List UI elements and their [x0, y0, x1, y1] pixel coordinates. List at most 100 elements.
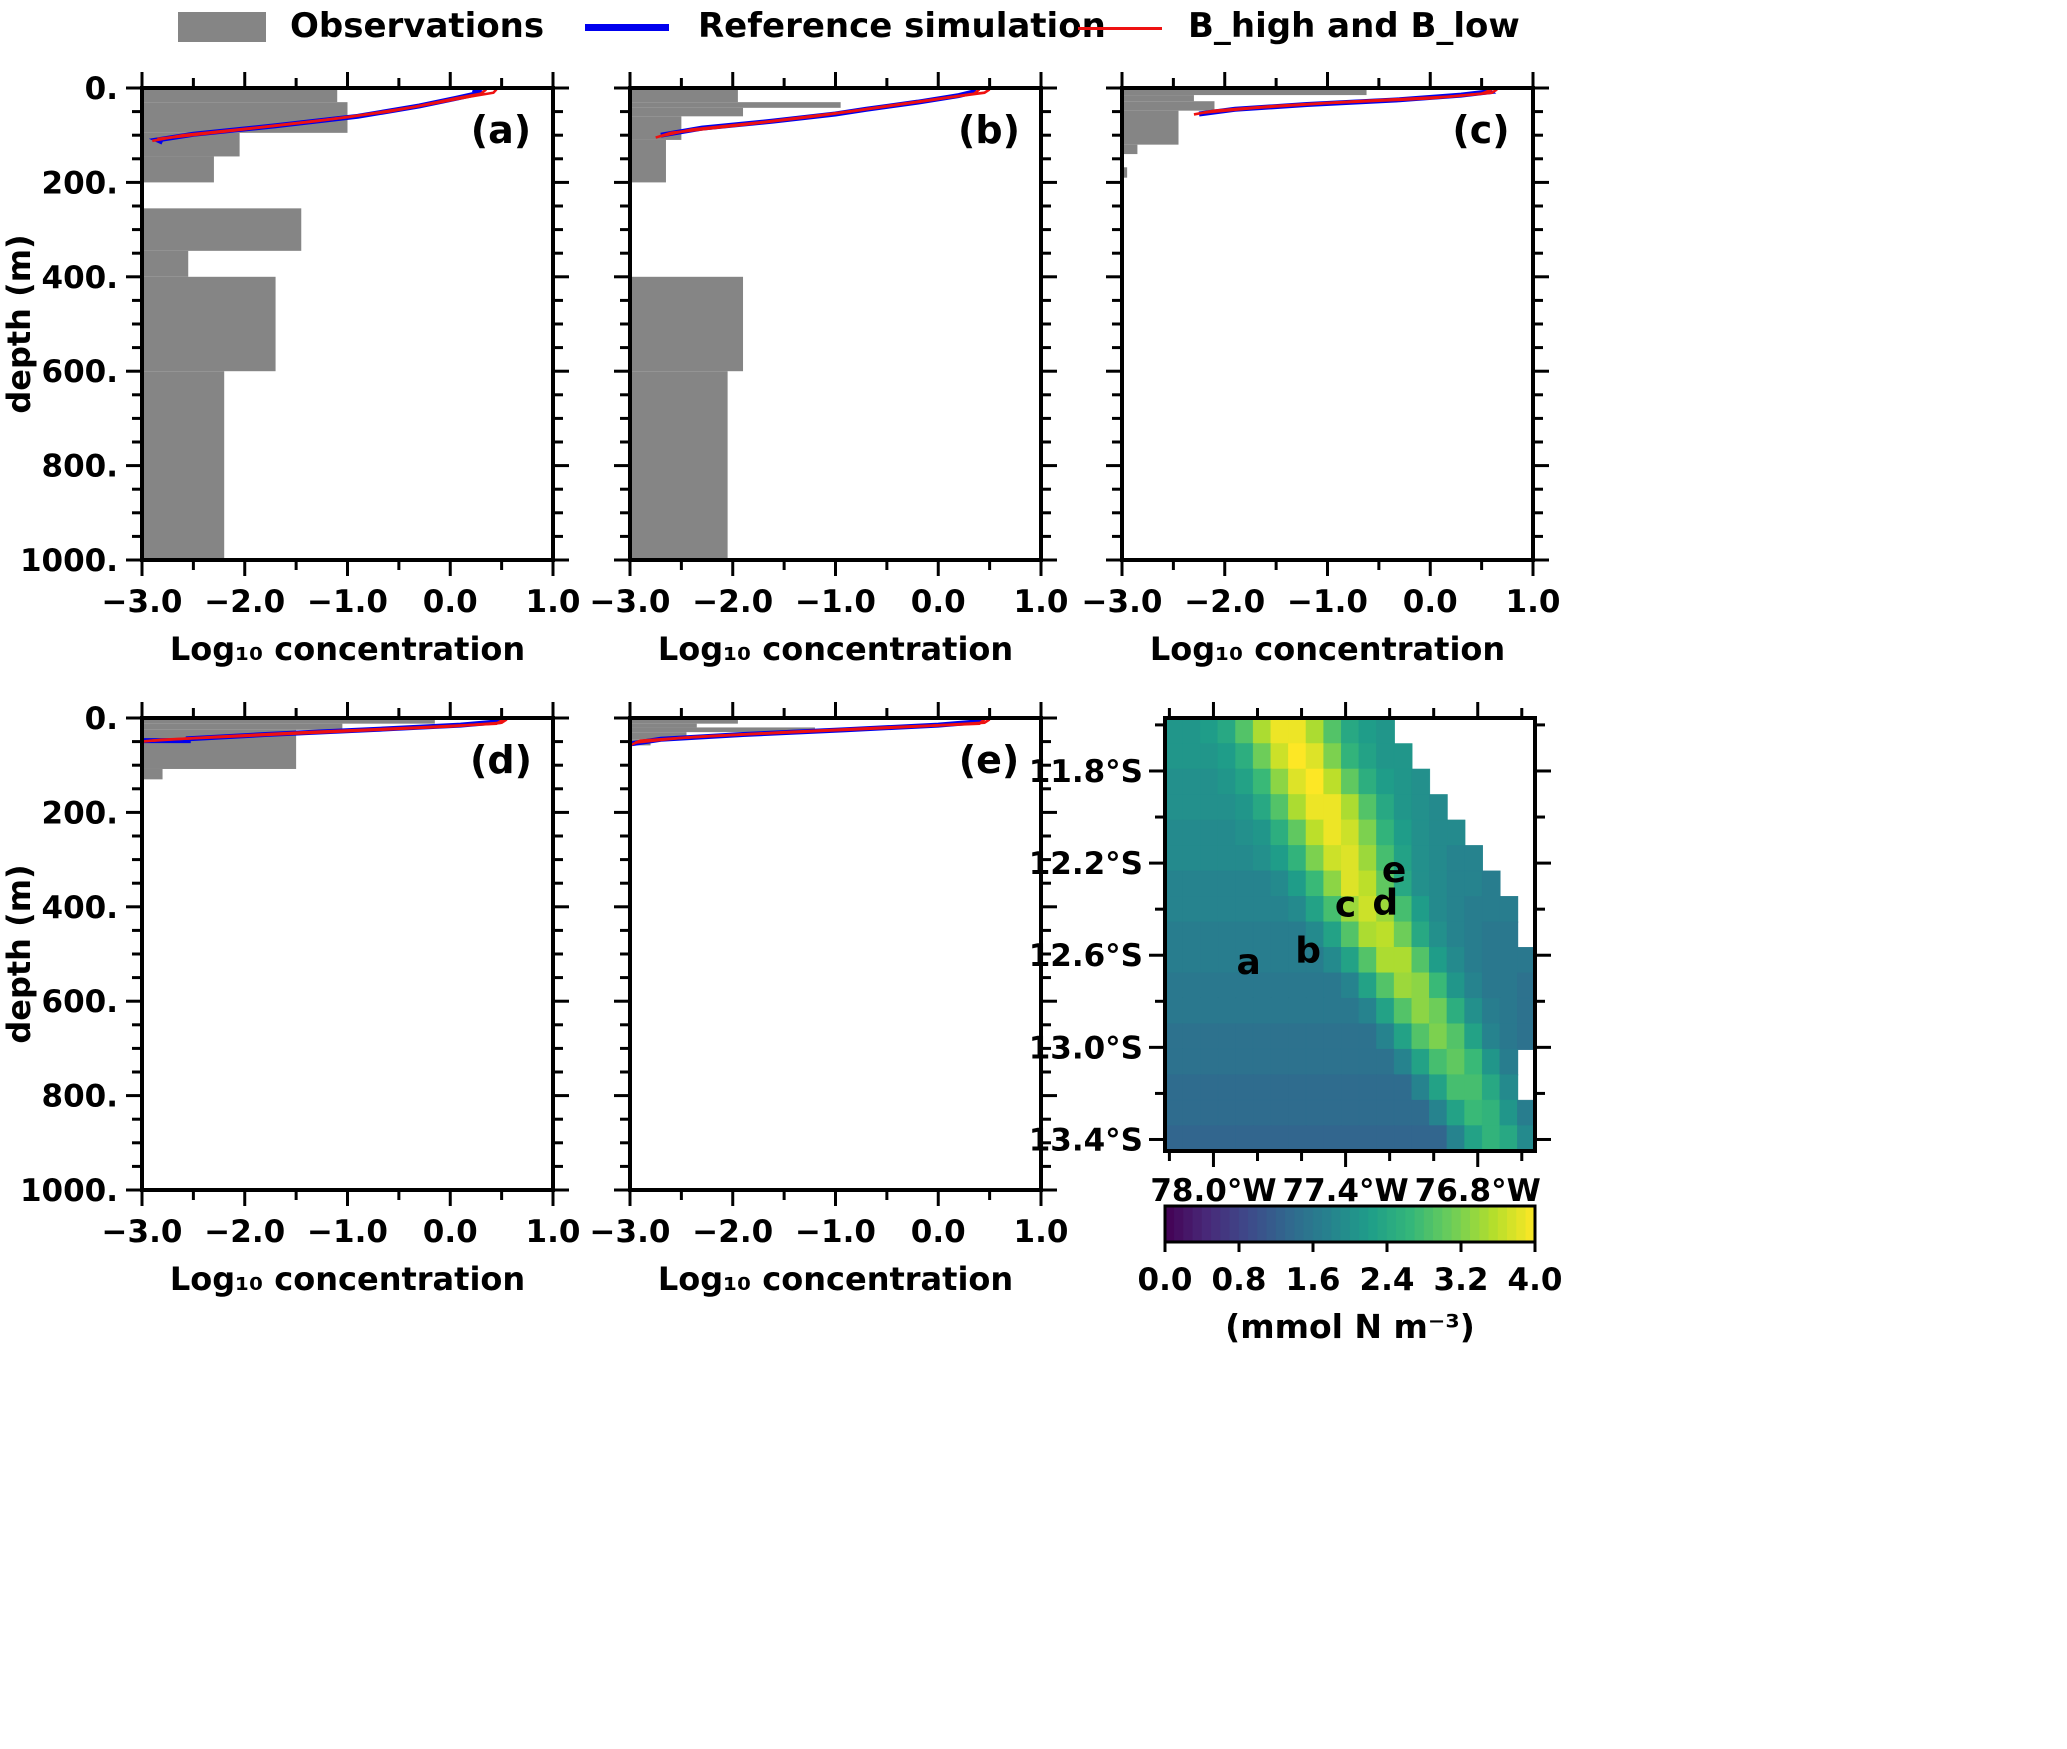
- x-axis-title: Log₁₀ concentration: [658, 630, 1013, 668]
- observation-bars: [1122, 88, 1367, 178]
- reference-line-swatch: [585, 24, 669, 31]
- y-axis-title: depth (m): [0, 234, 38, 413]
- y-tick-label: 600.: [42, 354, 119, 390]
- map-station-letter-e: e: [1382, 850, 1406, 891]
- heatmap-cells: [1164, 717, 1536, 1152]
- y-tick-label: 800.: [42, 1079, 119, 1115]
- colorbar-tick-label: 0.0: [1138, 1262, 1193, 1298]
- colorbar-tick-label: 0.8: [1212, 1262, 1267, 1298]
- panel-letter: (b): [958, 108, 1020, 152]
- x-tick-label: −2.0: [692, 1214, 773, 1250]
- x-tick-label: −2.0: [1184, 584, 1265, 620]
- b-low-line: [635, 718, 986, 744]
- observation-bars: [630, 88, 841, 560]
- x-tick-label: −1.0: [307, 1214, 388, 1250]
- y-tick-label: 200.: [42, 795, 119, 831]
- x-tick-label: −1.0: [795, 584, 876, 620]
- panel-letter: (c): [1452, 108, 1509, 152]
- x-tick-label: −2.0: [204, 584, 285, 620]
- map-station-letter-c: c: [1335, 885, 1356, 926]
- x-tick-label: −3.0: [1082, 584, 1163, 620]
- tick-marks: [126, 72, 569, 576]
- legend-observations-label: Observations: [290, 6, 545, 46]
- x-tick-label: 0.0: [911, 584, 966, 620]
- x-axis-title: Log₁₀ concentration: [658, 1260, 1013, 1298]
- y-tick-label: 200.: [42, 165, 119, 201]
- lat-tick-label: 12.2°S: [1029, 846, 1143, 882]
- observation-bars: [142, 88, 348, 560]
- lon-tick-label: 77.4°W: [1283, 1173, 1409, 1209]
- tick-marks: [1106, 72, 1549, 576]
- b-low-line: [660, 88, 981, 138]
- profile-panel-d: −3.0 −2.0 −1.0 0.0 1.0 0. 200. 400. 600. 800. 1000…: [0, 701, 580, 1298]
- lat-tick-label: 11.8°S: [1029, 754, 1143, 790]
- map-station-letter-a: a: [1237, 942, 1261, 983]
- colorbar-tick-label: 2.4: [1360, 1262, 1415, 1298]
- panel-letter: (e): [959, 738, 1020, 782]
- map-station-letter-b: b: [1295, 931, 1321, 972]
- x-tick-label: −3.0: [102, 1214, 183, 1250]
- observations-swatch: [178, 12, 266, 42]
- x-tick-label: 1.0: [1506, 584, 1561, 620]
- x-tick-label: −2.0: [204, 1214, 285, 1250]
- x-axis-title: Log₁₀ concentration: [1150, 630, 1505, 668]
- tick-marks: [614, 72, 1057, 576]
- legend: Observations Reference simulation B_high…: [0, 0, 2067, 60]
- b-low-line: [152, 718, 505, 742]
- b-low-line: [152, 88, 488, 143]
- x-tick-label: 0.0: [423, 584, 478, 620]
- map-panel: 11.8°S 12.2°S 12.6°S 13.0°S 13.4°S78.0°W 77.4…: [1029, 702, 1551, 1209]
- lat-tick-label: 13.0°S: [1029, 1030, 1143, 1066]
- lon-tick-label: 76.8°W: [1415, 1173, 1541, 1209]
- y-tick-label: 1000.: [20, 1173, 118, 1209]
- x-tick-label: 0.0: [423, 1214, 478, 1250]
- x-tick-label: 1.0: [1014, 1214, 1069, 1250]
- y-tick-label: 400.: [42, 260, 119, 296]
- x-tick-label: −2.0: [692, 584, 773, 620]
- tick-marks: [126, 702, 569, 1206]
- y-axis-title: depth (m): [0, 864, 38, 1043]
- x-tick-label: −1.0: [1287, 584, 1368, 620]
- lat-tick-label: 12.6°S: [1029, 938, 1143, 974]
- x-tick-label: 1.0: [1014, 584, 1069, 620]
- y-tick-label: 0.: [85, 71, 118, 107]
- colorbar-tick-label: 1.6: [1286, 1262, 1341, 1298]
- x-tick-label: −3.0: [590, 584, 671, 620]
- plot-frame: [1120, 86, 1535, 562]
- y-tick-label: 800.: [42, 449, 119, 485]
- map-frame: [1163, 716, 1537, 1153]
- x-axis-title: Log₁₀ concentration: [170, 630, 525, 668]
- colorbar-tick-label: 3.2: [1434, 1262, 1489, 1298]
- legend-reference-label: Reference simulation: [698, 6, 1106, 46]
- map-ticks: [1149, 702, 1551, 1167]
- plot-frame: [628, 716, 1043, 1192]
- x-tick-label: 0.0: [911, 1214, 966, 1250]
- panel-letter: (a): [471, 108, 531, 152]
- plot-frame: [140, 716, 555, 1192]
- x-tick-label: 0.0: [1403, 584, 1458, 620]
- sensitivity-line-swatch: [1078, 27, 1162, 30]
- y-tick-label: 0.: [85, 701, 118, 737]
- legend-sensitivity-label: B_high and B_low: [1188, 6, 1520, 46]
- lon-tick-label: 78.0°W: [1150, 1173, 1276, 1209]
- b-low-line: [1204, 88, 1493, 114]
- colorbar-frame: [1163, 1204, 1537, 1244]
- profile-panel-a: −3.0 −2.0 −1.0 0.0 1.0 0. 200. 400. 600. 800. 1000…: [0, 71, 580, 668]
- panel-letter: (d): [470, 738, 532, 782]
- tick-marks: [614, 702, 1057, 1206]
- map-station-letter-d: d: [1372, 882, 1398, 923]
- colorbar-title: (mmol N m⁻³): [1225, 1307, 1475, 1346]
- y-tick-label: 600.: [42, 984, 119, 1020]
- x-tick-label: −1.0: [307, 584, 388, 620]
- lat-tick-label: 13.4°S: [1029, 1122, 1143, 1158]
- x-axis-title: Log₁₀ concentration: [170, 1260, 525, 1298]
- x-tick-label: −3.0: [590, 1214, 671, 1250]
- colorbar-tick-label: 4.0: [1508, 1262, 1563, 1298]
- x-tick-label: −3.0: [102, 584, 183, 620]
- y-tick-label: 1000.: [20, 543, 118, 579]
- y-tick-label: 400.: [42, 890, 119, 926]
